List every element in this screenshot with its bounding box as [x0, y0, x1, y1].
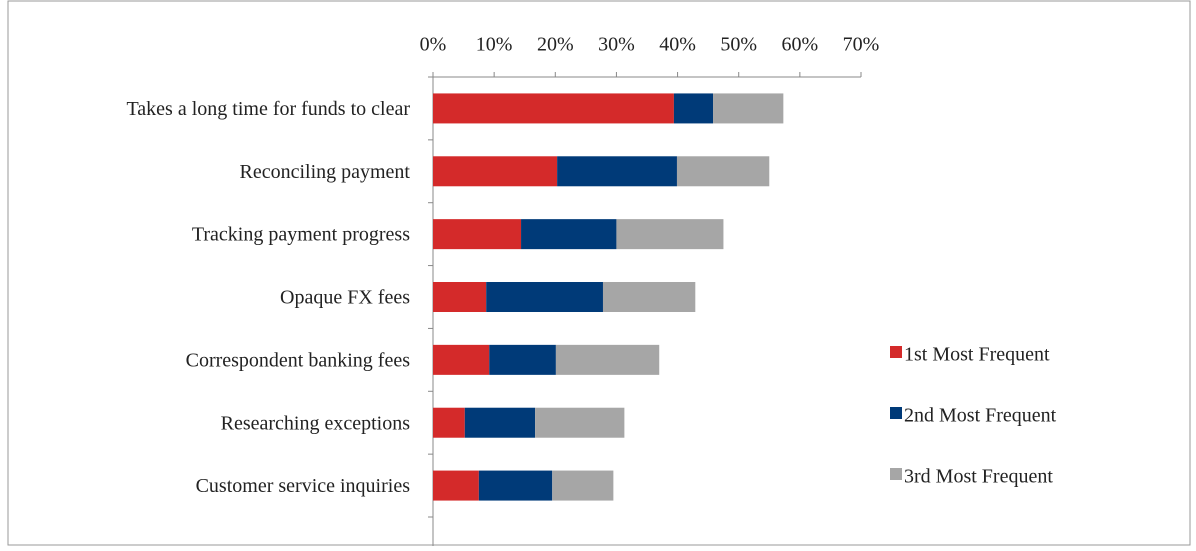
y-tick-label: Tracking payment progress	[192, 224, 410, 246]
bar-segment	[676, 156, 770, 187]
chart-border	[7, 0, 1191, 546]
y-tick-label: Correspondent banking fees	[186, 349, 411, 371]
bar-segment	[489, 344, 556, 375]
bar-segment	[602, 282, 696, 312]
bar-segment	[535, 407, 625, 438]
legend-label: 1st Most Frequent	[904, 344, 1050, 366]
bar-segment	[433, 344, 490, 375]
legend-swatch	[890, 407, 902, 419]
bar-segment	[433, 219, 522, 250]
bar-segment	[464, 407, 536, 438]
bar-segment	[433, 93, 674, 124]
x-tick-label: 50%	[720, 34, 757, 56]
x-tick-label: 70%	[843, 34, 880, 56]
bar-segment	[478, 470, 553, 501]
legend-swatch	[890, 468, 902, 480]
y-tick-label: Customer service inquiries	[196, 475, 411, 497]
bar-segment	[713, 93, 784, 124]
bar-segment	[552, 470, 614, 501]
legend-label: 2nd Most Frequent	[904, 405, 1057, 427]
bar-segment	[433, 470, 479, 501]
x-tick-label: 30%	[598, 34, 635, 56]
bar-segment	[486, 282, 603, 312]
y-tick-label: Takes a long time for funds to clear	[126, 98, 410, 120]
bar-segment	[433, 407, 465, 438]
x-tick-label: 10%	[476, 34, 513, 56]
bar-segment	[521, 219, 617, 250]
legend-label: 3rd Most Frequent	[904, 466, 1053, 488]
y-tick-label: Opaque FX fees	[280, 287, 410, 309]
legend-swatch	[890, 346, 902, 358]
bar-segment	[433, 156, 558, 187]
y-tick-label: Reconciling payment	[239, 161, 410, 183]
bar-segment	[433, 282, 487, 312]
x-tick-label: 60%	[782, 34, 819, 56]
x-tick-label: 0%	[420, 34, 447, 56]
x-tick-label: 20%	[537, 34, 574, 56]
bar-segment	[673, 93, 714, 124]
bar-segment	[557, 156, 677, 187]
y-tick-label: Researching exceptions	[221, 412, 411, 434]
x-tick-label: 40%	[659, 34, 696, 56]
bar-segment	[555, 344, 660, 375]
bar-segment	[616, 219, 724, 250]
